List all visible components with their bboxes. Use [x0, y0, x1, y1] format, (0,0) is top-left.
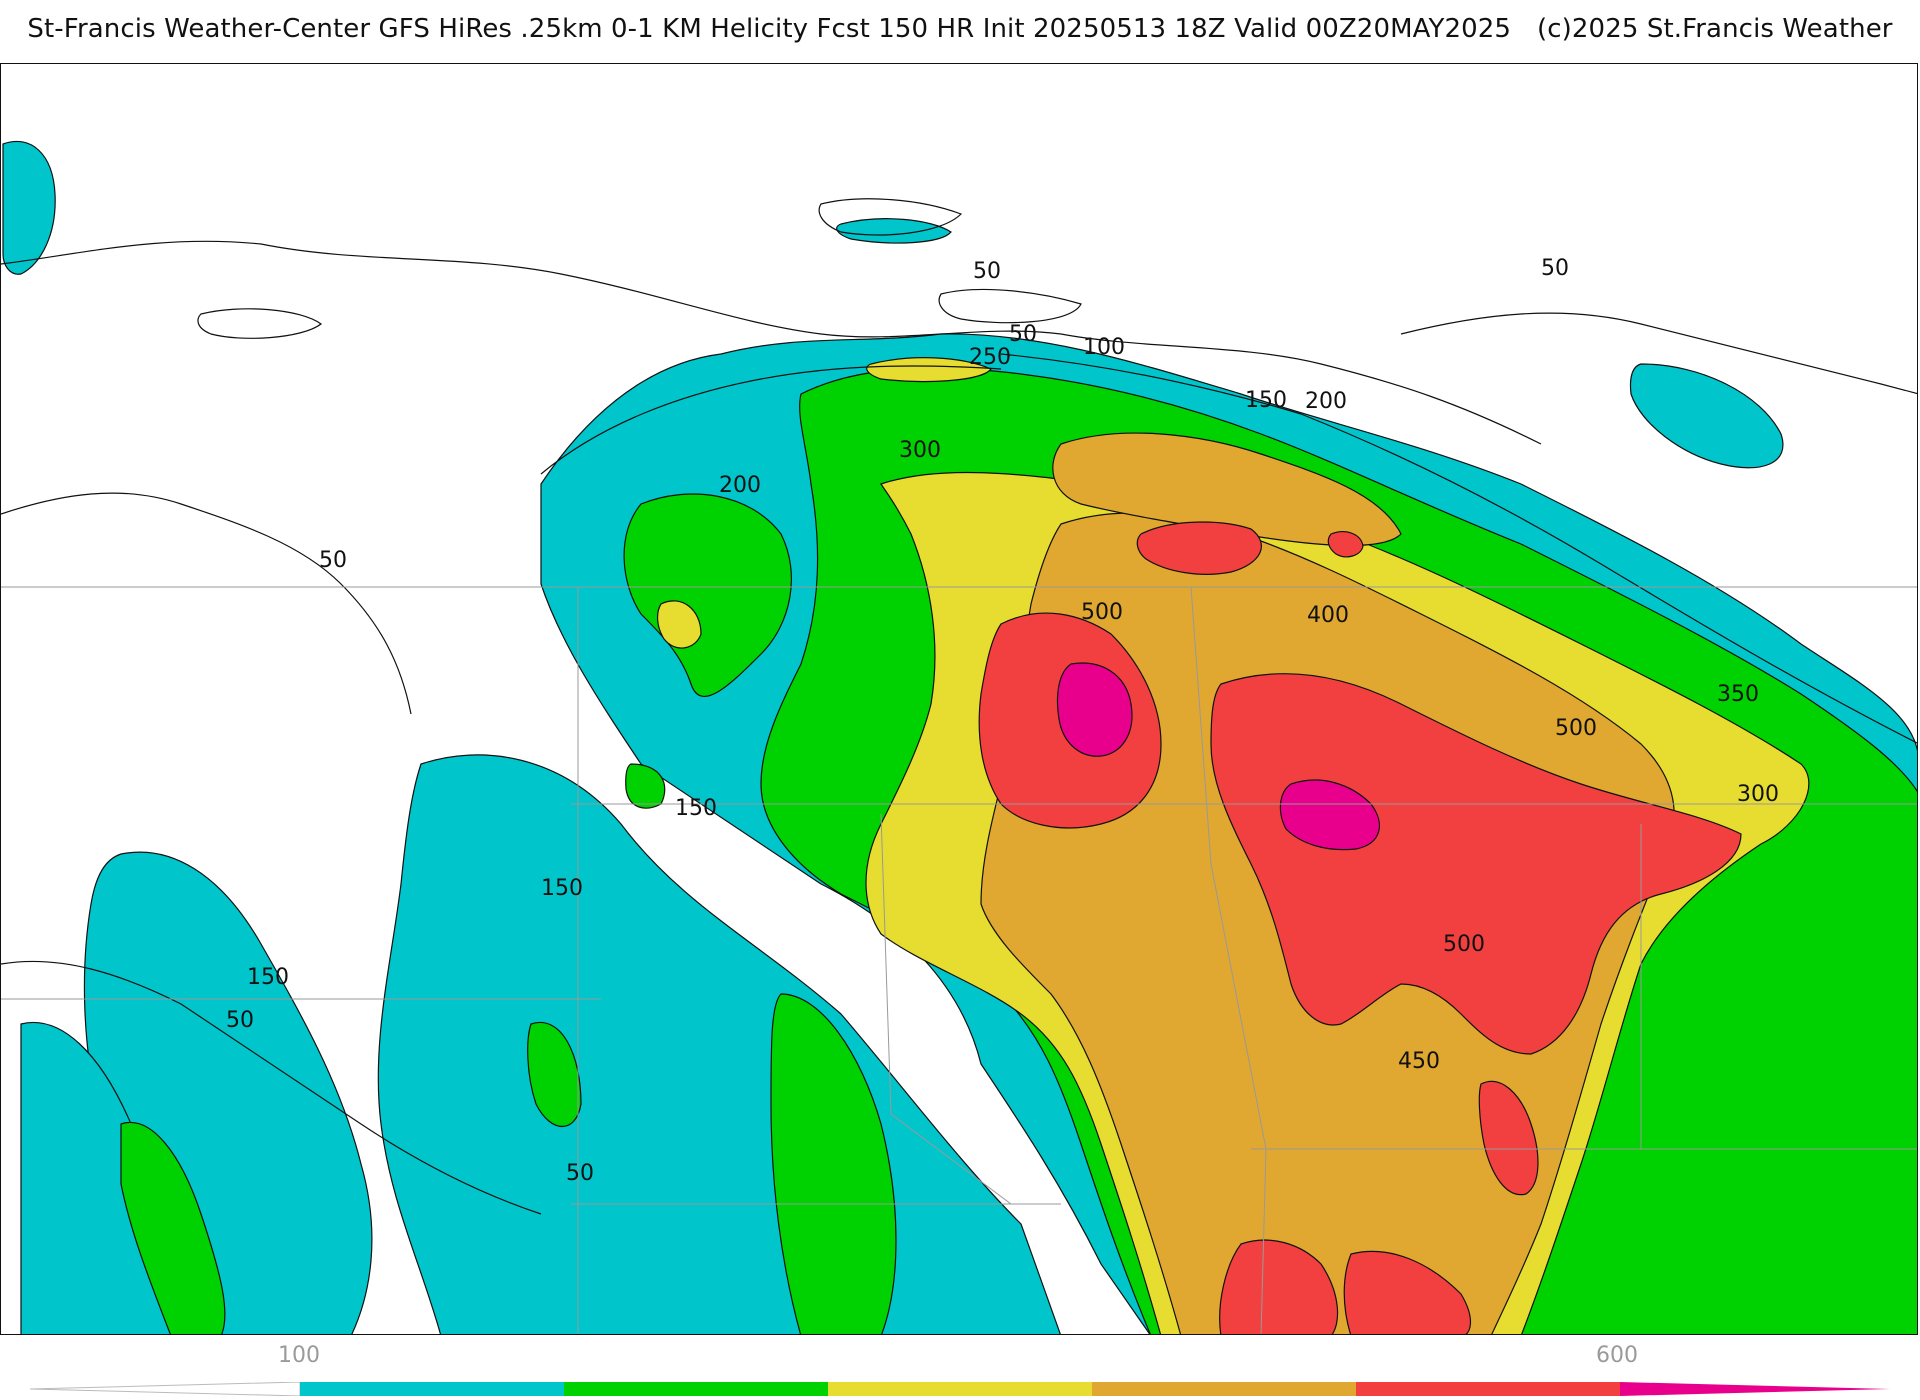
helicity-500-south2 — [1343, 1250, 1471, 1334]
contour-label: 50 — [226, 1008, 254, 1033]
state-borders — [1, 586, 1917, 1334]
contour-north-small-1 — [818, 198, 963, 236]
contour-label: 100 — [1083, 335, 1125, 360]
contour-150-e — [1000, 353, 1917, 744]
helicity-200-small-2 — [625, 763, 666, 809]
contour-100-n — [540, 365, 1002, 475]
contour-label: 450 — [1398, 1049, 1440, 1074]
helicity-400-north — [1052, 432, 1402, 547]
contour-label: 300 — [1737, 782, 1779, 807]
colorbar-segment-red — [1356, 1382, 1620, 1396]
colorbar-upper-triangle — [1620, 1382, 1890, 1396]
helicity-500-ne — [1327, 531, 1364, 558]
contour-label: 150 — [247, 965, 289, 990]
contour-label: 150 — [675, 796, 717, 821]
contour-label: 150 — [541, 876, 583, 901]
title-copyright: (c)2025 St.Francis Weather — [1537, 14, 1893, 44]
helicity-200-sw-blob — [120, 1121, 226, 1334]
helicity-200-nw-blob — [623, 493, 792, 697]
colorbar-segment-green — [564, 1382, 828, 1396]
colorbar-tick-600: 600 — [1596, 1343, 1638, 1368]
helicity-300-north-blob — [866, 357, 992, 383]
contour-label: 500 — [1081, 600, 1123, 625]
color-scale-bar — [30, 1382, 1890, 1396]
colorbar-tick-100: 100 — [278, 1343, 320, 1368]
chart-title: St-Francis Weather-Center GFS HiRes .25k… — [0, 14, 1920, 44]
contour-label: 50 — [1541, 256, 1569, 281]
contour-label: 500 — [1555, 716, 1597, 741]
contour-label-layer: 50 50 50 50 50 50 100 150 150 150 150 20… — [226, 256, 1779, 1186]
colorbar-segment-cyan — [300, 1382, 564, 1396]
helicity-600-east — [1279, 779, 1380, 851]
title-main: St-Francis Weather-Center GFS HiRes .25k… — [27, 14, 1512, 44]
helicity-600-west — [1056, 662, 1133, 757]
colorbar-segment-orange — [1092, 1382, 1356, 1396]
contour-50-ne — [1400, 312, 1917, 395]
contour-label: 50 — [319, 548, 347, 573]
contour-label: 200 — [1305, 389, 1347, 414]
helicity-200-small-1 — [527, 1021, 582, 1128]
contour-lines — [1, 198, 1917, 1215]
colorbar-lower-triangle — [30, 1382, 301, 1396]
helicity-map: 50 50 50 50 50 50 100 150 150 150 150 20… — [1, 140, 1917, 1334]
helicity-500-south — [1219, 1239, 1339, 1334]
contour-north-small-2 — [938, 288, 1082, 324]
border-v-4 — [880, 813, 1012, 1205]
contour-label: 50 — [1009, 322, 1037, 347]
contour-label: 500 — [1443, 932, 1485, 957]
helicity-500-se-blob — [1478, 1080, 1539, 1196]
contour-50-west — [1, 492, 412, 715]
contour-50-north — [1, 240, 1542, 445]
contour-label: 200 — [719, 473, 761, 498]
border-v-2 — [1190, 586, 1267, 1334]
helicity-300-nw-blob — [657, 600, 702, 649]
contour-label: 400 — [1307, 603, 1349, 628]
contour-label: 50 — [973, 259, 1001, 284]
helicity-500-main — [1210, 672, 1742, 1055]
contour-label: 150 — [1245, 388, 1287, 413]
contour-label: 50 — [566, 1161, 594, 1186]
helicity-100-ne-patch — [1629, 363, 1784, 469]
map-panel[interactable]: 50 50 50 50 50 50 100 150 150 150 150 20… — [0, 63, 1918, 1335]
contour-label: 300 — [899, 438, 941, 463]
contour-nw-loop — [197, 308, 323, 339]
colorbar-segment-yellow — [828, 1382, 1092, 1396]
contour-label: 350 — [1717, 682, 1759, 707]
helicity-100-north-patch — [836, 218, 952, 244]
contour-50-sw — [1, 960, 542, 1215]
helicity-500-north — [1136, 521, 1262, 575]
contour-label: 250 — [969, 345, 1011, 370]
helicity-200-south-blob — [770, 993, 897, 1334]
helicity-100-nw-patch — [2, 140, 56, 275]
